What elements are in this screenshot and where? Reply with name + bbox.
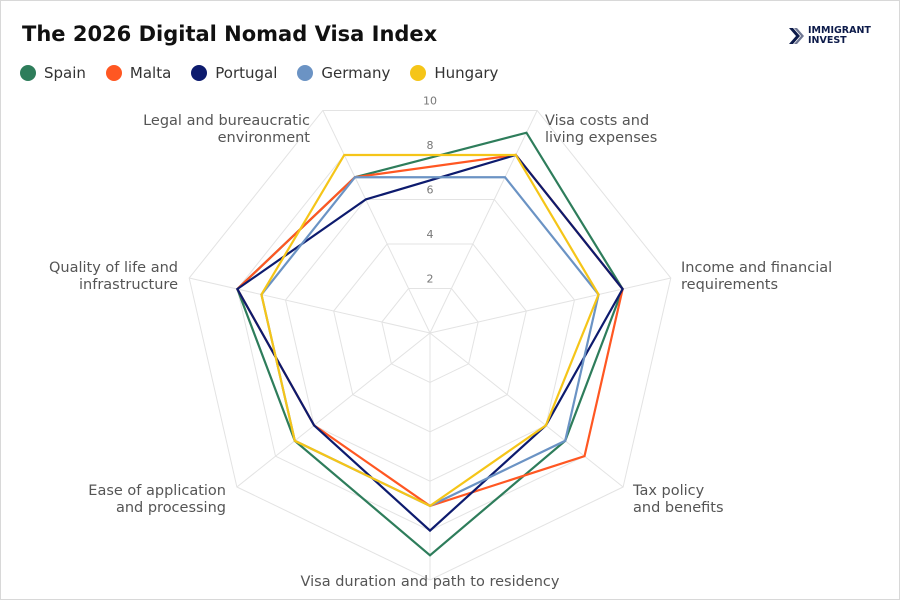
legend-label: Germany [321,64,391,82]
legend-item: Portugal [191,64,277,82]
logo-chevron-icon [789,28,804,44]
axis-label: Quality of life and infrastructure [49,260,178,293]
series-line-spain [236,131,624,557]
axis-label: Visa costs and living expenses [545,113,658,146]
tick-label: 10 [423,94,437,107]
logo: IMMIGRANT INVEST [788,26,871,46]
grid-ring [333,243,527,433]
grid-ring [284,198,576,482]
grid-spoke [429,110,538,334]
grid-ring [188,109,672,581]
tick-label: 8 [427,139,434,152]
tick-label: 4 [427,228,434,241]
legend-dot-icon [297,65,314,81]
legend-item: Malta [105,64,172,82]
grid-spoke [429,277,671,334]
legend-item: Spain [20,64,86,82]
tick-label: 2 [427,272,434,285]
tick-label: 6 [427,183,434,196]
chart-title: The 2026 Digital Nomad Visa Index [22,22,438,46]
axis-label: Legal and bureaucratic environment [143,113,310,146]
legend-dot-icon [191,65,208,81]
grid-spoke [429,332,624,488]
legend-item: Germany [297,64,390,82]
series-line-hungary [260,153,600,508]
logo-line2: INVEST [808,35,847,46]
axis-label: Tax policy and benefits [633,483,724,516]
legend-label: Spain [44,64,86,82]
legend-label: Hungary [434,64,499,82]
legend-item: Hungary [410,64,498,82]
grid-spoke [322,110,431,334]
legend-dot-icon [105,65,122,81]
legend-dot-icon [410,65,427,81]
legend-dot-icon [20,65,36,81]
legend-label: Malta [129,64,172,82]
grid-spoke [189,277,431,334]
axis-label: Visa duration and path to residency [300,574,560,590]
grid-spoke [236,332,431,488]
legend: Spain Malta Portugal Germany Hungary [20,64,498,82]
axis-label: Income and financial requirements [681,260,833,293]
axis-label: Ease of application and processing [88,483,226,516]
logo-line1: IMMIGRANT [808,25,871,36]
grid-ring [381,287,479,383]
legend-label: Portugal [215,64,278,82]
